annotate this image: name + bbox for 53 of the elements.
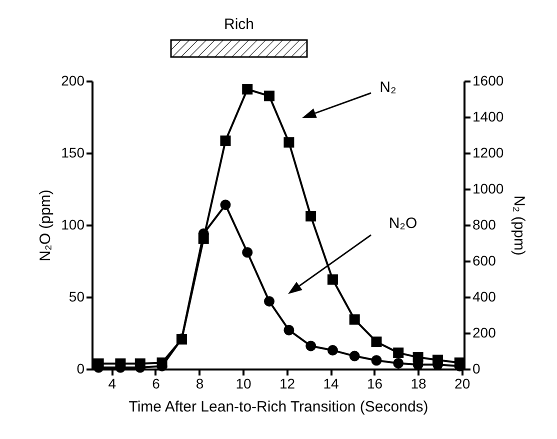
point (306, 340, 316, 352)
x-axis-title: Time After Lean-to-Rich Transition (Seconds) (128, 398, 428, 416)
annotation: N₂O (388, 215, 418, 232)
point (284, 137, 294, 148)
point (242, 247, 253, 258)
y2-tick-label: 200 (472, 324, 496, 340)
x-tick-label: 16 (366, 376, 383, 392)
y2-tick-label: 0 (472, 360, 480, 376)
point (412, 352, 424, 363)
y2-tick-label: 800 (472, 216, 496, 232)
x-tick-label: 20 (454, 376, 470, 392)
point (393, 348, 404, 358)
y-axis-title: N₂O (ppm) (37, 190, 54, 262)
point (371, 336, 382, 348)
y-tick-label: 0 (76, 360, 85, 376)
point (306, 210, 316, 222)
point (327, 345, 338, 356)
point (432, 354, 443, 366)
point (284, 324, 294, 336)
x-tick-label: 14 (323, 376, 340, 392)
point (156, 357, 168, 368)
point (242, 84, 253, 95)
x-tick-label: 6 (152, 376, 160, 392)
y2-tick-label: 1600 (472, 72, 504, 88)
y-tick-label: 200 (61, 72, 85, 88)
point (134, 358, 146, 369)
point (220, 200, 231, 210)
point (349, 314, 360, 325)
point (264, 296, 274, 307)
y2-tick-label: 400 (472, 288, 496, 304)
annotation: N₂ (380, 79, 397, 96)
y2-tick-label: 1400 (472, 108, 504, 124)
x-tick-label: 10 (236, 376, 252, 392)
x-tick-label: 4 (108, 376, 116, 392)
x-tick-label: 8 (196, 376, 204, 392)
y2-axis-title: N₂ (ppm) (510, 196, 528, 256)
point (393, 358, 404, 368)
y2-tick-label: 1000 (472, 180, 504, 196)
y-tick-label: 150 (61, 144, 85, 160)
y-tick-label: 50 (68, 288, 85, 304)
point (454, 357, 465, 368)
text: Rich (224, 16, 254, 33)
y2-tick-label: 600 (472, 252, 496, 268)
y2-tick-label: 1200 (472, 144, 504, 160)
point (371, 355, 382, 366)
point (220, 136, 231, 146)
point (198, 233, 209, 244)
point (327, 274, 338, 285)
x-tick-label: 12 (279, 376, 296, 392)
y-tick-label: 100 (61, 216, 85, 232)
point (349, 350, 360, 362)
x-tick-label: 18 (410, 376, 427, 392)
point (264, 90, 274, 102)
